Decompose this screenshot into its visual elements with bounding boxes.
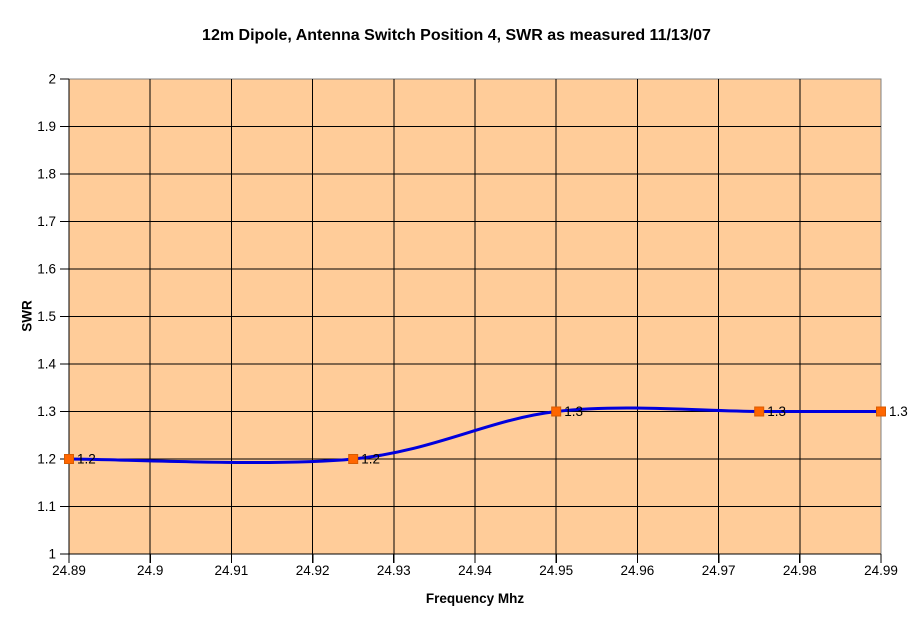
x-tick-label: 24.95: [539, 563, 573, 578]
y-axis-title: SWR: [19, 300, 35, 332]
x-tick-label: 24.98: [783, 563, 817, 578]
x-tick-label: 24.97: [702, 563, 736, 578]
x-tick-label: 24.96: [621, 563, 655, 578]
x-tick-label: 24.94: [458, 563, 492, 578]
x-tick-label: 24.99: [864, 563, 898, 578]
data-point-label: 1.3: [889, 404, 908, 419]
x-tick-label: 24.91: [215, 563, 249, 578]
data-point-label: 1.3: [767, 404, 786, 419]
data-point-label: 1.2: [77, 452, 96, 467]
chart-title: 12m Dipole, Antenna Switch Position 4, S…: [202, 27, 711, 44]
y-tick-label: 1.1: [37, 499, 56, 514]
x-axis-title: Frequency Mhz: [425, 591, 525, 606]
x-tick-label: 24.92: [296, 563, 330, 578]
y-tick-label: 1.6: [37, 262, 56, 277]
y-tick-label: 1.4: [37, 357, 56, 372]
x-tick-label: 24.93: [377, 563, 411, 578]
x-tick-label: 24.9: [137, 563, 163, 578]
y-tick-label: 1.3: [37, 404, 56, 419]
y-tick-label: 1.7: [37, 214, 56, 229]
data-point-marker: [754, 406, 765, 417]
series-line: [67, 406, 883, 465]
y-tick-label: 1: [48, 547, 56, 562]
y-tick-label: 1.2: [37, 452, 56, 467]
x-tick-label: 24.89: [52, 563, 86, 578]
data-point-marker: [876, 406, 886, 417]
data-point-marker: [64, 454, 74, 464]
data-point-label: 1.2: [361, 452, 380, 467]
y-tick-label: 1.5: [37, 309, 56, 324]
y-tick-label: 1.9: [37, 119, 56, 134]
data-point-label: 1.3: [564, 404, 583, 419]
y-tick-label: 1.8: [37, 167, 56, 182]
y-tick-label: 2: [48, 72, 56, 87]
data-point-marker: [348, 454, 359, 464]
data-point-marker: [551, 406, 562, 417]
